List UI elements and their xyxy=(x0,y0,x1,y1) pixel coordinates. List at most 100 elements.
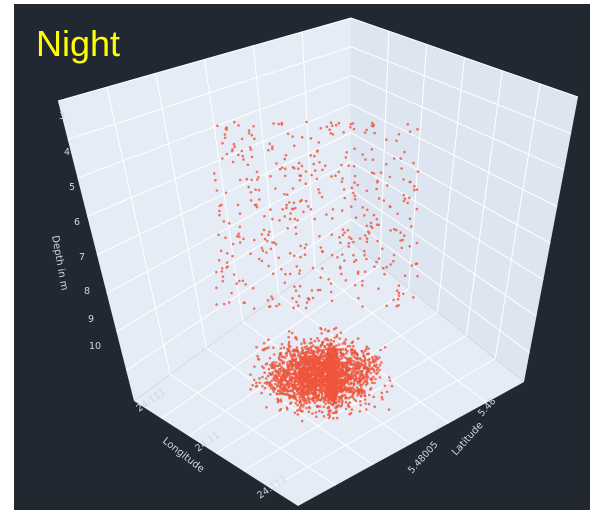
data-point xyxy=(327,392,331,395)
data-point xyxy=(392,157,396,160)
data-point xyxy=(315,388,319,392)
data-point xyxy=(332,352,335,356)
data-point xyxy=(383,384,387,388)
data-point xyxy=(223,136,227,140)
data-point xyxy=(321,381,325,385)
data-point xyxy=(237,124,240,127)
data-point xyxy=(350,341,354,345)
data-point xyxy=(378,356,381,359)
data-point xyxy=(387,376,391,379)
data-point xyxy=(350,351,353,354)
data-point xyxy=(276,383,279,386)
data-point xyxy=(292,372,296,376)
data-point xyxy=(286,390,290,393)
data-point xyxy=(322,351,326,355)
data-point xyxy=(356,183,360,187)
data-point xyxy=(353,181,356,184)
data-point xyxy=(388,379,392,382)
data-point xyxy=(378,376,382,379)
data-point xyxy=(323,354,326,358)
data-point xyxy=(277,378,280,381)
data-point xyxy=(318,398,322,402)
data-point xyxy=(332,398,335,402)
data-point xyxy=(368,364,372,368)
data-point xyxy=(296,304,300,307)
data-point xyxy=(227,301,231,304)
data-point xyxy=(371,226,374,230)
data-point xyxy=(329,356,332,359)
data-point xyxy=(360,349,364,353)
data-point xyxy=(284,388,288,391)
data-point xyxy=(352,362,356,365)
data-point xyxy=(247,185,250,189)
grid-line xyxy=(437,57,465,313)
data-point xyxy=(329,290,333,294)
data-point xyxy=(271,371,275,374)
data-point xyxy=(358,357,362,361)
data-point xyxy=(298,284,302,288)
data-point xyxy=(282,361,286,364)
data-point xyxy=(287,342,291,346)
data-point xyxy=(320,195,324,199)
data-point xyxy=(220,270,224,273)
data-point xyxy=(290,359,294,362)
data-point xyxy=(300,342,303,346)
data-point xyxy=(350,186,354,190)
data-point xyxy=(278,219,281,222)
data-point xyxy=(355,353,358,356)
data-point xyxy=(224,191,228,195)
data-point xyxy=(365,372,368,375)
data-point xyxy=(297,161,301,165)
data-point xyxy=(273,363,277,367)
data-point xyxy=(352,260,356,264)
data-point xyxy=(279,385,282,389)
data-point xyxy=(217,233,220,236)
data-point xyxy=(272,346,275,350)
data-point xyxy=(294,364,298,367)
data-point xyxy=(292,383,296,387)
data-point xyxy=(313,339,317,343)
data-point xyxy=(365,408,368,411)
data-point xyxy=(267,381,271,385)
data-point xyxy=(338,375,342,378)
data-point xyxy=(369,371,373,375)
data-point xyxy=(299,403,303,407)
data-point xyxy=(414,262,418,266)
data-point xyxy=(296,413,300,416)
data-point xyxy=(319,363,323,367)
data-point xyxy=(381,247,384,251)
data-point xyxy=(301,361,305,365)
data-point xyxy=(238,235,241,238)
data-point xyxy=(306,398,310,402)
data-point xyxy=(353,398,356,401)
data-point xyxy=(326,339,330,342)
data-point xyxy=(311,266,315,270)
data-point xyxy=(402,234,406,237)
data-point xyxy=(286,363,289,367)
data-point xyxy=(262,341,266,345)
data-point xyxy=(382,199,386,202)
data-point xyxy=(266,299,270,302)
data-point xyxy=(301,394,304,398)
data-point xyxy=(290,331,294,335)
data-point xyxy=(396,212,400,216)
data-point xyxy=(341,177,344,180)
chart-frame: 3 4 5 6 7 8 9 10 Depth in m 24.111 24.11… xyxy=(14,4,590,510)
data-point xyxy=(278,167,282,171)
data-point xyxy=(312,352,315,356)
data-point xyxy=(350,408,354,411)
data-point xyxy=(324,389,328,393)
data-point xyxy=(272,390,276,393)
data-point xyxy=(275,369,278,373)
data-point xyxy=(276,397,279,401)
data-point xyxy=(322,397,325,400)
data-point xyxy=(231,160,235,164)
data-point xyxy=(273,378,276,382)
data-point xyxy=(318,409,321,413)
data-point xyxy=(286,374,289,377)
data-point xyxy=(287,335,290,339)
data-point xyxy=(310,378,314,382)
data-point xyxy=(218,204,221,208)
data-point xyxy=(315,347,318,350)
scatter3d-chart[interactable]: 3 4 5 6 7 8 9 10 Depth in m 24.111 24.11… xyxy=(14,4,590,510)
